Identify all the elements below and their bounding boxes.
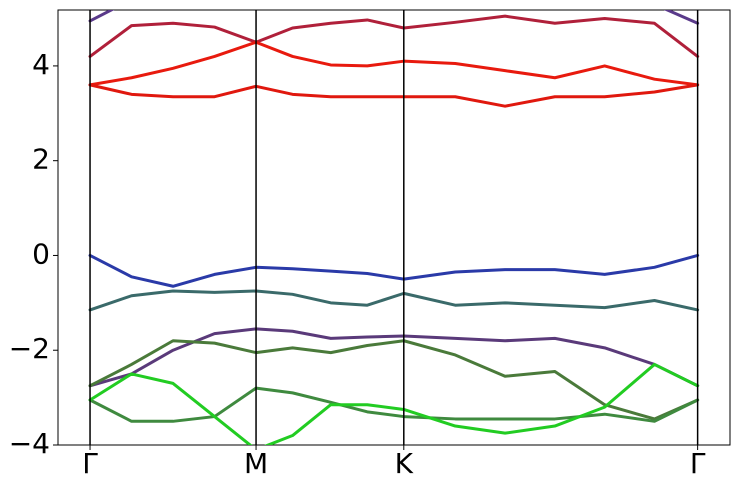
- band-line: [88, 253, 700, 288]
- band-line: [88, 10, 700, 25]
- y-tick-label: −4: [9, 427, 50, 460]
- x-tick-label: K: [395, 447, 414, 480]
- band-line: [88, 327, 700, 388]
- plot-frame: [57, 9, 731, 446]
- band-line: [88, 83, 700, 108]
- y-tick-label: 0: [32, 237, 50, 270]
- y-tick-label: 4: [32, 48, 50, 81]
- x-tick-label: M: [244, 447, 268, 480]
- x-tick-label: Γ: [690, 447, 706, 480]
- x-tick-label: Γ: [82, 447, 98, 480]
- band-line: [88, 362, 700, 445]
- band-line: [88, 289, 700, 312]
- bands: [88, 10, 700, 445]
- band-line: [88, 386, 700, 423]
- y-tick-label: 2: [32, 143, 50, 176]
- y-tick-label: −2: [9, 332, 50, 365]
- band-line: [88, 40, 700, 87]
- band-line: [88, 339, 700, 421]
- band-line: [88, 14, 700, 58]
